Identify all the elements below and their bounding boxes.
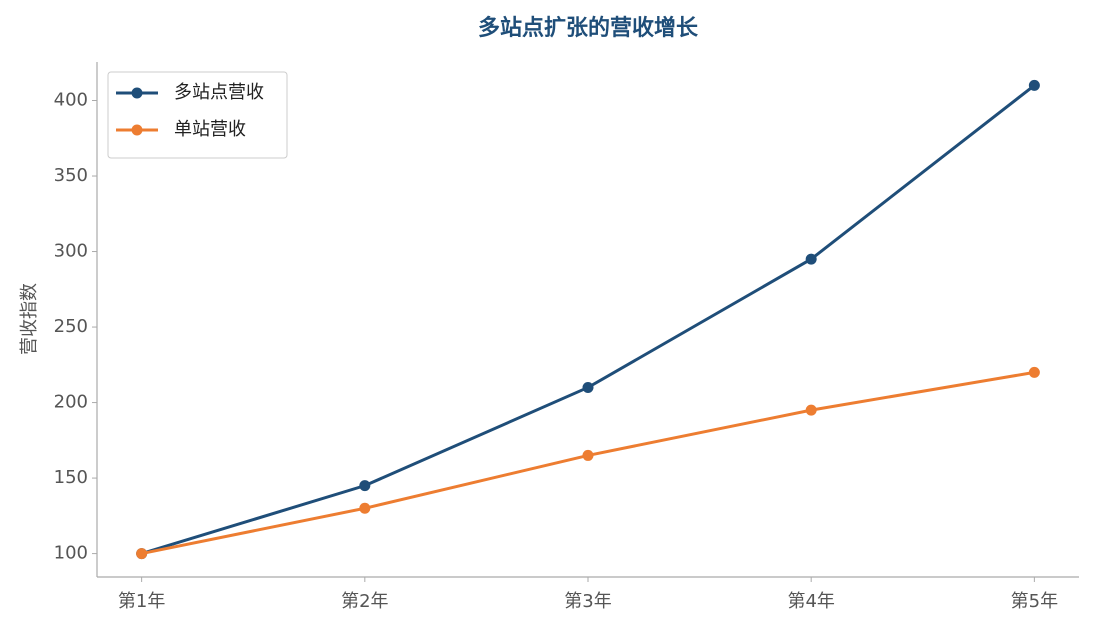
x-tick-label: 第3年 [564, 591, 611, 612]
x-tick-label: 第2年 [341, 591, 388, 612]
x-tick-label: 第5年 [1011, 591, 1058, 612]
point [359, 502, 371, 514]
x-tick-label: 第1年 [118, 591, 165, 612]
point [136, 548, 148, 560]
y-tick-label: 200 [54, 392, 88, 413]
y-tick-label: 400 [54, 90, 88, 111]
x-tick-label: 第4年 [787, 591, 834, 612]
legend-label: 多站点营收 [174, 82, 264, 103]
legend-marker [131, 124, 143, 136]
point [359, 480, 371, 492]
y-tick-label: 150 [54, 467, 88, 488]
chart-title: 多站点扩张的营收增长 [478, 15, 699, 41]
series-line [141, 370, 1035, 556]
y-tick-label: 250 [54, 316, 88, 337]
point [1028, 366, 1040, 378]
point [582, 449, 594, 461]
legend-marker [131, 87, 143, 99]
y-tick-label: 100 [54, 543, 88, 564]
point [582, 381, 594, 393]
point [805, 404, 817, 416]
y-tick-label: 300 [54, 241, 88, 262]
point [1028, 79, 1040, 91]
point [805, 253, 817, 265]
y-axis-label: 营收指数 [19, 283, 40, 355]
y-tick-label: 350 [54, 165, 88, 186]
legend-label: 单站营收 [174, 119, 246, 140]
